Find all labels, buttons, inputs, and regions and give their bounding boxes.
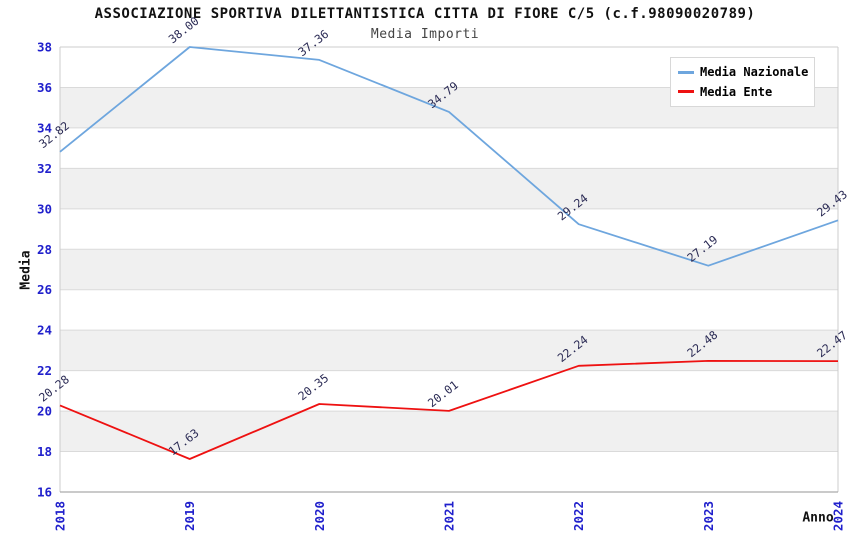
y-tick-label: 36 bbox=[37, 80, 52, 95]
value-label: 20.01 bbox=[425, 378, 461, 410]
x-tick-label: 2020 bbox=[312, 501, 327, 531]
y-tick-label: 32 bbox=[37, 161, 52, 176]
y-tick-label: 24 bbox=[37, 323, 52, 338]
series-line-media-ente bbox=[59, 359, 839, 460]
x-tick-label: 2023 bbox=[701, 501, 716, 531]
value-label: 37.36 bbox=[295, 27, 331, 59]
y-tick-label: 18 bbox=[37, 444, 52, 459]
value-label: 38.00 bbox=[166, 14, 202, 46]
y-tick-label: 28 bbox=[37, 242, 52, 257]
plot-band bbox=[60, 249, 838, 290]
y-tick-label: 20 bbox=[37, 404, 52, 419]
plot-band bbox=[60, 411, 838, 452]
x-tick-label: 2024 bbox=[831, 501, 846, 531]
plot-band bbox=[60, 168, 838, 209]
chart-subtitle: Media Importi bbox=[370, 27, 480, 42]
y-tick-label: 34 bbox=[37, 120, 52, 135]
x-tick-label: 2018 bbox=[53, 501, 68, 531]
series-line-media-nazionale bbox=[59, 46, 839, 267]
legend-label: Media Ente bbox=[700, 84, 773, 99]
legend-item-media-nazionale: Media Nazionale bbox=[671, 65, 814, 79]
x-tick-label: 2021 bbox=[442, 501, 457, 531]
x-tick-label: 2019 bbox=[182, 501, 197, 531]
y-tick-label: 16 bbox=[37, 485, 52, 500]
y-tick-label: 30 bbox=[37, 201, 52, 216]
y-tick-label: 38 bbox=[37, 40, 52, 55]
legend-swatch-media-nazionale bbox=[678, 70, 694, 74]
legend: Media Nazionale Media Ente bbox=[670, 57, 815, 107]
value-label: 20.35 bbox=[295, 371, 331, 403]
y-tick-label: 26 bbox=[37, 282, 52, 297]
x-tick-label: 2022 bbox=[571, 501, 586, 531]
legend-item-media-ente: Media Ente bbox=[671, 85, 814, 99]
legend-label: Media Nazionale bbox=[700, 65, 809, 80]
page-title: ASSOCIAZIONE SPORTIVA DILETTANTISTICA CI… bbox=[94, 6, 756, 22]
plot-band bbox=[60, 330, 838, 371]
legend-swatch-media-ente bbox=[678, 90, 694, 94]
x-axis-title: Anno bbox=[802, 510, 834, 526]
y-tick-label: 22 bbox=[37, 363, 52, 378]
